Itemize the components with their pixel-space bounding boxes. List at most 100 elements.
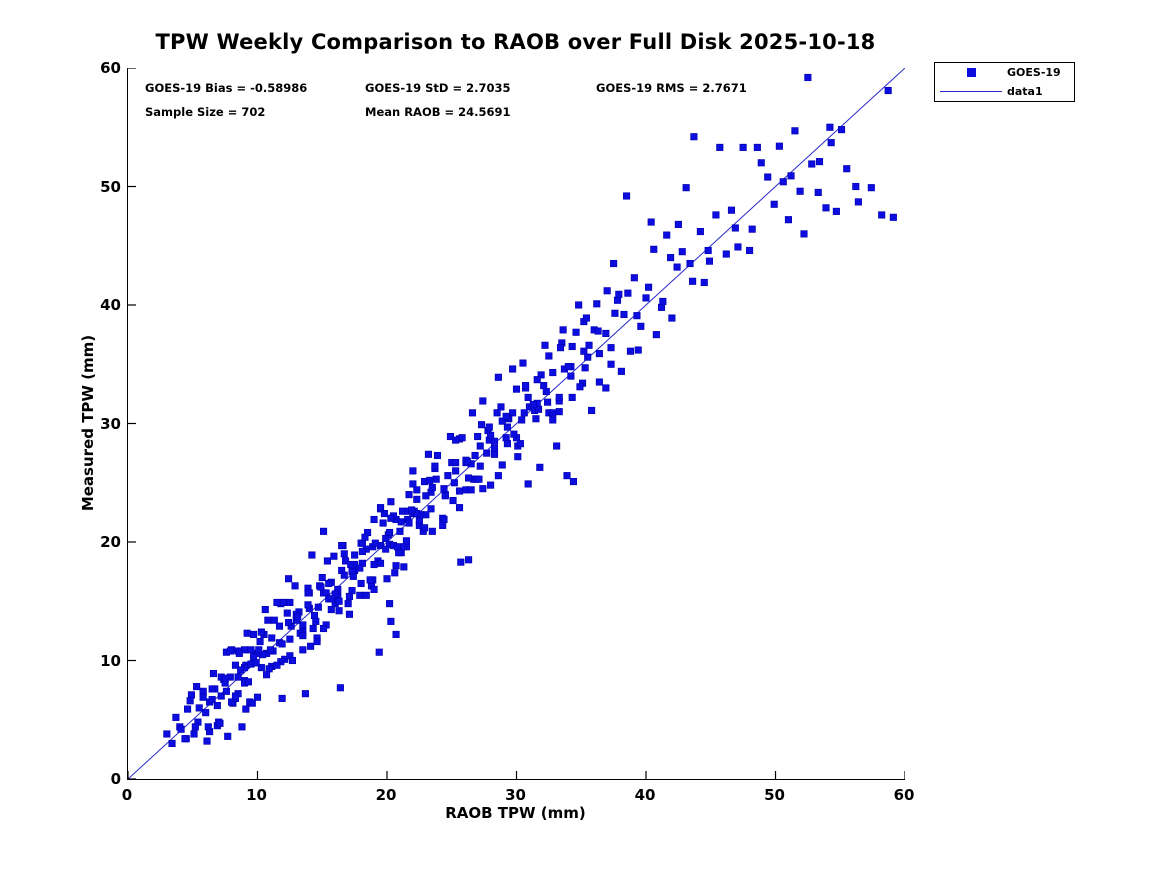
scatter-point <box>457 558 465 566</box>
scatter-point <box>244 678 252 686</box>
scatter-point <box>722 250 730 258</box>
scatter-point <box>395 549 403 557</box>
scatter-point <box>285 575 293 583</box>
scatter-point <box>238 723 246 731</box>
scatter-point <box>257 664 265 672</box>
scatter-point <box>376 504 385 512</box>
scatter-points <box>163 73 897 748</box>
scatter-point <box>852 182 860 191</box>
legend-label-goes19: GOES-19 <box>1007 66 1061 80</box>
scatter-point <box>734 243 742 251</box>
scatter-point <box>593 300 601 308</box>
legend-marker-key <box>935 68 1007 78</box>
scatter-point <box>878 211 886 219</box>
scatter-point <box>387 617 395 625</box>
scatter-point <box>370 560 378 569</box>
scatter-point <box>567 372 575 380</box>
scatter-point <box>659 297 667 305</box>
scatter-point <box>674 220 682 228</box>
scatter-point <box>455 487 464 495</box>
scatter-point <box>256 637 264 646</box>
scatter-point <box>867 184 875 192</box>
scatter-point <box>633 312 641 320</box>
scatter-point <box>791 127 799 135</box>
scatter-point <box>224 732 232 740</box>
scatter-point <box>433 451 442 460</box>
scatter-point <box>216 719 224 727</box>
scatter-point <box>594 327 602 335</box>
scatter-point <box>757 159 765 167</box>
scatter-point <box>193 683 201 691</box>
scatter-point <box>432 475 440 483</box>
scatter-point <box>408 506 416 514</box>
plot-area <box>127 68 905 780</box>
scatter-point <box>235 649 243 657</box>
scatter-point <box>637 322 645 330</box>
scatter-point <box>191 723 199 731</box>
scatter-point <box>422 492 430 500</box>
scatter-point <box>588 406 596 415</box>
scatter-point <box>431 462 439 470</box>
scatter-point <box>278 640 286 648</box>
scatter-point <box>822 204 830 212</box>
x-tick-label: 40 <box>634 786 656 804</box>
scatter-point <box>564 363 572 371</box>
scatter-point <box>277 658 285 666</box>
y-tick-label: 10 <box>100 651 121 670</box>
scatter-point <box>514 453 522 461</box>
scatter-point <box>413 486 421 494</box>
scatter-point <box>427 505 435 513</box>
scatter-point <box>520 409 528 417</box>
scatter-point <box>255 646 263 654</box>
line-icon <box>940 90 1002 92</box>
scatter-point <box>705 257 714 265</box>
scatter-point <box>580 347 588 355</box>
scatter-point <box>611 309 619 317</box>
scatter-point <box>331 590 339 598</box>
scatter-point <box>351 551 359 559</box>
scatter-point <box>549 368 557 377</box>
scatter-point <box>826 123 834 131</box>
legend-item-goes19: GOES-19 <box>935 64 1074 81</box>
scatter-point <box>556 344 565 352</box>
scatter-point <box>358 547 366 556</box>
scatter-point <box>361 533 369 541</box>
scatter-point <box>190 730 198 738</box>
scatter-point <box>775 142 783 150</box>
scatter-point <box>356 591 364 599</box>
scatter-point <box>490 450 499 458</box>
scatter-point <box>452 467 460 475</box>
scatter-point <box>668 314 676 322</box>
scatter-point <box>770 200 778 208</box>
scatter-point <box>645 283 653 291</box>
scatter-point <box>265 665 273 673</box>
scatter-point <box>421 524 429 532</box>
scatter-point <box>268 634 276 642</box>
scatter-point <box>476 442 484 450</box>
stat-rms: GOES-19 RMS = 2.7671 <box>596 81 747 95</box>
scatter-point <box>392 630 400 638</box>
scatter-point <box>731 224 739 232</box>
scatter-point <box>424 450 432 458</box>
chart-title: TPW Weekly Comparison to RAOB over Full … <box>155 30 876 54</box>
scatter-point <box>342 557 350 565</box>
scatter-marker-icon <box>966 68 976 78</box>
scatter-point <box>299 646 307 654</box>
scatter-point <box>555 393 563 401</box>
scatter-point <box>494 472 502 480</box>
scatter-point <box>607 344 615 352</box>
scatter-point <box>440 515 448 524</box>
scatter-point <box>450 479 458 487</box>
scatter-point <box>400 543 408 551</box>
scatter-point <box>815 158 824 166</box>
scatter-point <box>471 451 479 460</box>
scatter-point <box>319 624 328 633</box>
scatter-point <box>613 296 622 304</box>
x-axis-label: RAOB TPW (mm) <box>445 804 586 822</box>
scatter-point <box>569 478 578 486</box>
scatter-point <box>199 693 207 701</box>
scatter-point <box>620 310 628 319</box>
scatter-point <box>213 701 221 710</box>
scatter-point <box>553 442 561 450</box>
scatter-point <box>345 592 353 601</box>
